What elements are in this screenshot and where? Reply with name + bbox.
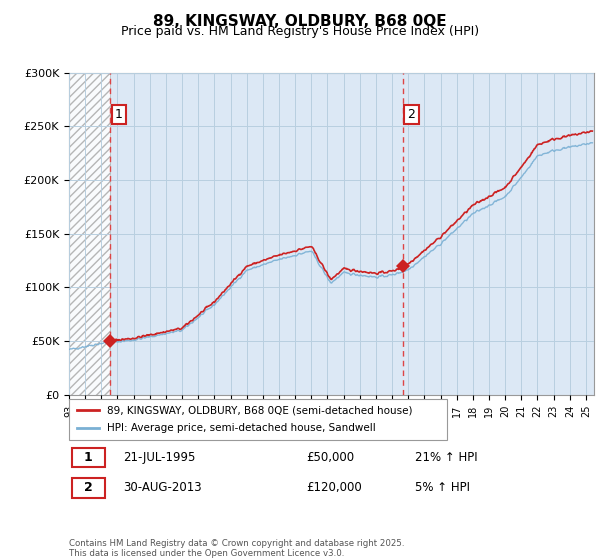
Text: 2: 2 xyxy=(84,481,92,494)
Text: 30-AUG-2013: 30-AUG-2013 xyxy=(123,481,202,494)
Text: £50,000: £50,000 xyxy=(307,451,355,464)
Text: 89, KINGSWAY, OLDBURY, B68 0QE: 89, KINGSWAY, OLDBURY, B68 0QE xyxy=(153,14,447,29)
Text: 89, KINGSWAY, OLDBURY, B68 0QE (semi-detached house): 89, KINGSWAY, OLDBURY, B68 0QE (semi-det… xyxy=(107,405,412,415)
Text: 2: 2 xyxy=(407,108,415,121)
Text: 1: 1 xyxy=(115,108,123,121)
Text: Contains HM Land Registry data © Crown copyright and database right 2025.
This d: Contains HM Land Registry data © Crown c… xyxy=(69,539,404,558)
Text: 5% ↑ HPI: 5% ↑ HPI xyxy=(415,481,470,494)
Text: Price paid vs. HM Land Registry's House Price Index (HPI): Price paid vs. HM Land Registry's House … xyxy=(121,25,479,38)
Text: £120,000: £120,000 xyxy=(307,481,362,494)
FancyBboxPatch shape xyxy=(71,447,105,468)
Text: 21% ↑ HPI: 21% ↑ HPI xyxy=(415,451,478,464)
FancyBboxPatch shape xyxy=(69,399,447,440)
FancyBboxPatch shape xyxy=(71,478,105,498)
Text: 21-JUL-1995: 21-JUL-1995 xyxy=(123,451,196,464)
Text: HPI: Average price, semi-detached house, Sandwell: HPI: Average price, semi-detached house,… xyxy=(107,423,376,433)
Text: 1: 1 xyxy=(84,451,92,464)
